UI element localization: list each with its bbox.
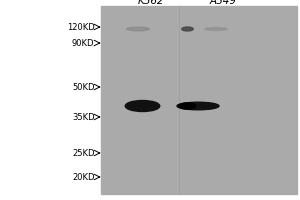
Ellipse shape: [179, 103, 196, 109]
Text: 50KD: 50KD: [72, 83, 94, 92]
Bar: [100, 6, 297, 194]
Ellipse shape: [127, 27, 149, 31]
Text: 25KD: 25KD: [72, 148, 94, 158]
Text: K562: K562: [138, 0, 165, 6]
Text: 120KD: 120KD: [67, 22, 94, 31]
Ellipse shape: [205, 28, 227, 30]
Text: 35KD: 35KD: [72, 112, 94, 121]
Ellipse shape: [182, 27, 193, 31]
Text: A549: A549: [210, 0, 237, 6]
Text: 20KD: 20KD: [72, 172, 94, 182]
Ellipse shape: [125, 100, 160, 112]
Ellipse shape: [177, 102, 219, 110]
Text: 90KD: 90KD: [72, 38, 94, 47]
